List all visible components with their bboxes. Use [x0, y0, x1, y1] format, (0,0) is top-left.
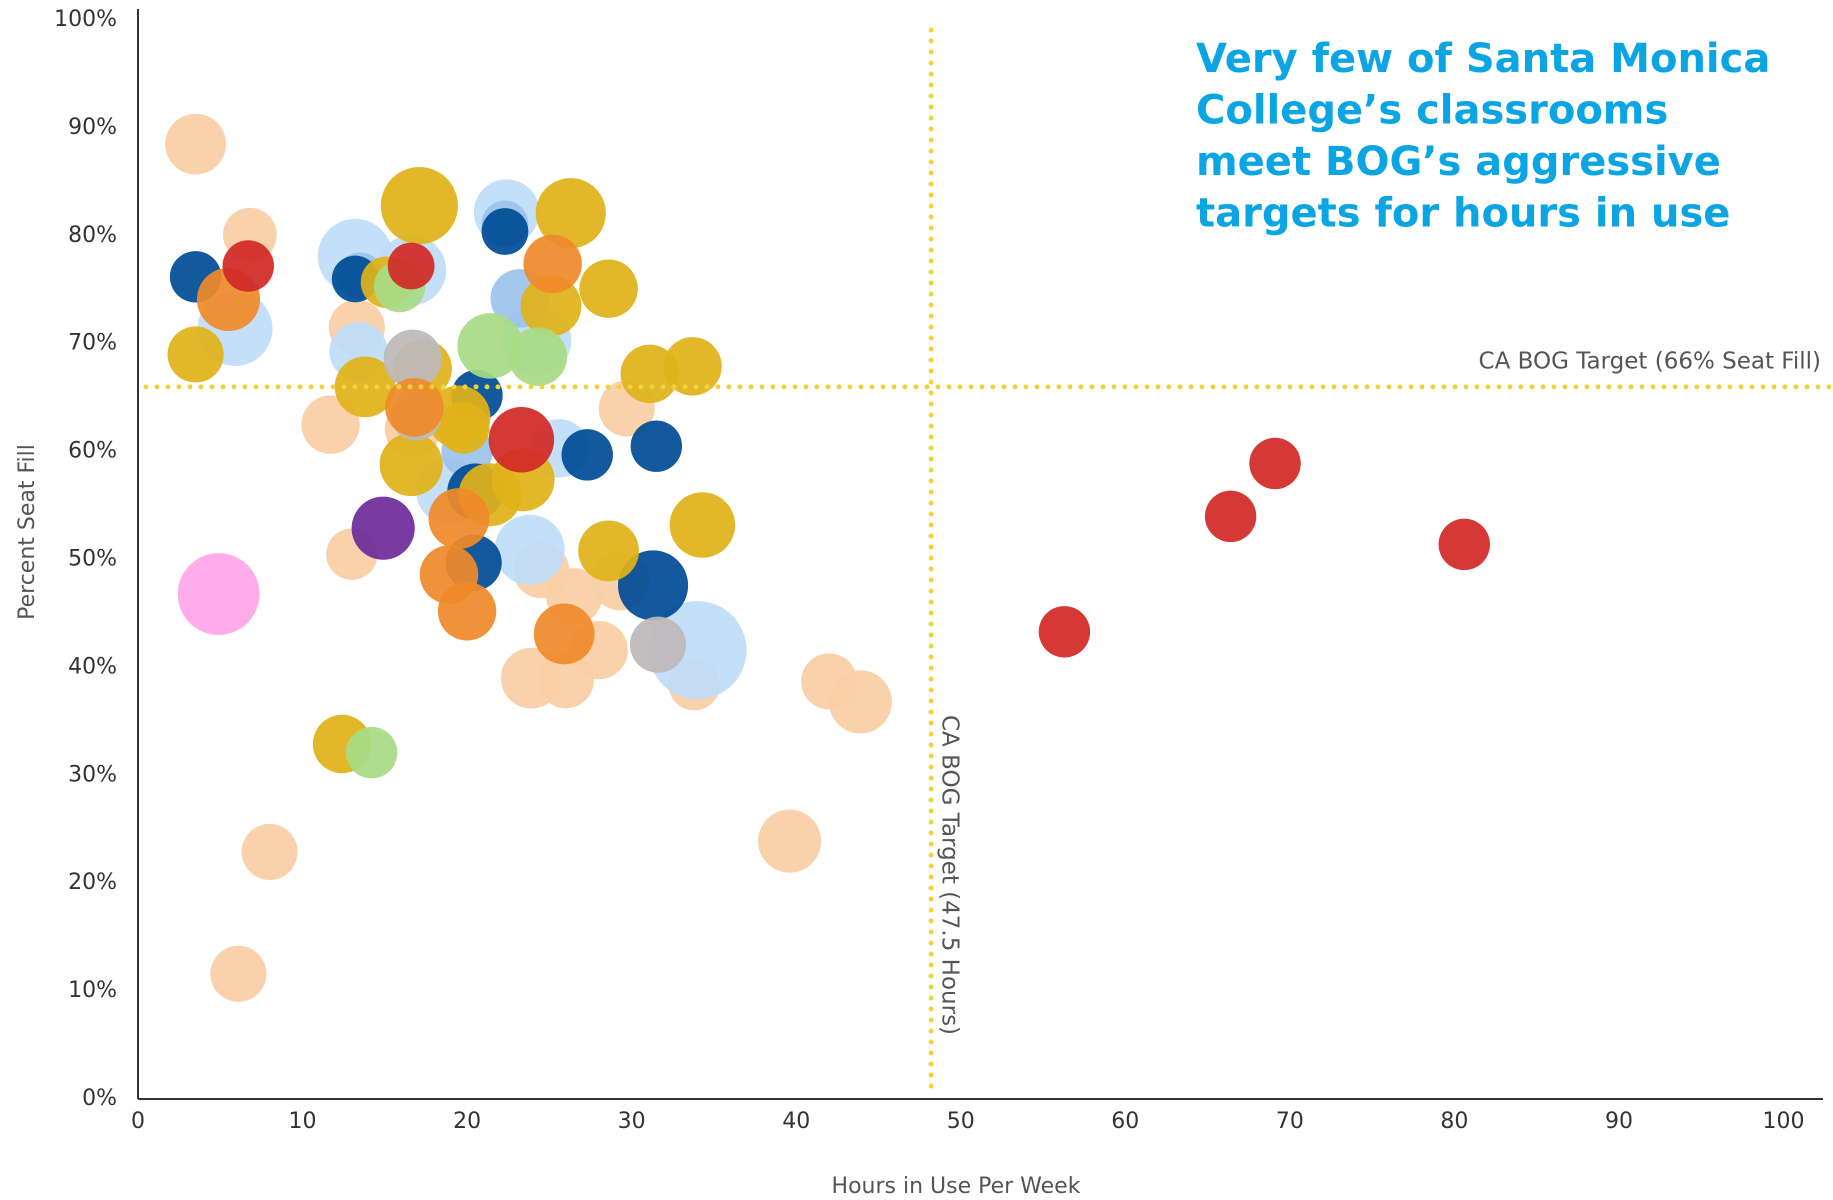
x-tick-label: 20: [453, 1109, 481, 1134]
y-tick-label: 30%: [68, 762, 117, 787]
y-tick-label: 20%: [68, 870, 117, 895]
bubble: [379, 432, 443, 497]
x-tick-label: 100: [1763, 1109, 1805, 1134]
title-line: meet BOG’s aggressive: [1196, 139, 1721, 185]
bubble: [438, 402, 490, 454]
bubble: [629, 616, 687, 673]
bubble: [481, 208, 529, 255]
bubble: [428, 488, 490, 549]
bubble: [1438, 518, 1490, 571]
bubble: [1204, 490, 1257, 543]
bubble: [383, 329, 443, 389]
bubble: [241, 823, 298, 880]
bubble: [210, 945, 267, 1002]
x-tick-label: 70: [1276, 1109, 1304, 1134]
title-line: targets for hours in use: [1196, 191, 1730, 237]
bubble: [617, 550, 689, 621]
bubble: [385, 378, 444, 437]
y-tick-label: 100%: [54, 7, 117, 32]
bubble: [828, 670, 892, 734]
bubble: [301, 395, 360, 454]
x-tick-label: 60: [1111, 1109, 1139, 1134]
chart-title: Very few of Santa Monica College’s classr…: [1196, 36, 1770, 237]
bubble: [488, 406, 555, 473]
reference-label: CA BOG Target (66% Seat Fill): [1479, 348, 1821, 374]
title-line: Very few of Santa Monica: [1196, 36, 1770, 82]
bubble: [579, 259, 638, 318]
x-tick-label: 40: [782, 1109, 810, 1134]
bubble: [437, 582, 497, 641]
y-tick-label: 70%: [68, 331, 117, 356]
bubble: [533, 603, 595, 665]
bubble: [561, 429, 613, 481]
y-tick-label: 0%: [82, 1086, 117, 1111]
bubble: [758, 809, 822, 873]
bubble: [494, 514, 565, 585]
y-tick-label: 50%: [68, 547, 117, 572]
y-axis-label: Percent Seat Fill: [15, 444, 40, 620]
bubble: [351, 496, 415, 560]
bubble: [508, 327, 568, 386]
title-line: College’s classrooms: [1196, 88, 1668, 134]
y-tick-label: 60%: [68, 439, 117, 464]
x-tick-label: 80: [1440, 1109, 1468, 1134]
bubble: [345, 726, 398, 779]
y-tick-label: 10%: [68, 978, 117, 1003]
y-tick-label: 80%: [68, 223, 117, 248]
bubble: [177, 553, 260, 635]
reference-label: CA BOG Target (47.5 Hours): [937, 715, 963, 1035]
bubble: [167, 326, 224, 383]
x-tick-label: 50: [947, 1109, 975, 1134]
x-tick-label: 90: [1605, 1109, 1633, 1134]
bubble: [387, 242, 435, 290]
bubble: [537, 652, 594, 709]
x-tick-label: 30: [618, 1109, 646, 1134]
bubble: [630, 420, 683, 472]
bubble: [457, 313, 523, 379]
x-tick-label: 0: [131, 1109, 145, 1134]
x-tick-label: 10: [289, 1109, 317, 1134]
bubble: [380, 167, 458, 245]
bubble: [578, 520, 640, 582]
bubble: [523, 234, 582, 294]
x-axis-label: Hours in Use Per Week: [832, 1174, 1081, 1199]
bubble: [165, 113, 226, 175]
bubble: [222, 240, 274, 292]
bubble: [663, 337, 722, 396]
bubble: [520, 275, 582, 337]
bubble: [535, 178, 606, 249]
bubble: [669, 492, 736, 558]
bubble: [1249, 437, 1301, 490]
y-tick-label: 40%: [68, 654, 117, 679]
y-tick-label: 90%: [68, 115, 117, 140]
bubble: [1038, 606, 1091, 658]
